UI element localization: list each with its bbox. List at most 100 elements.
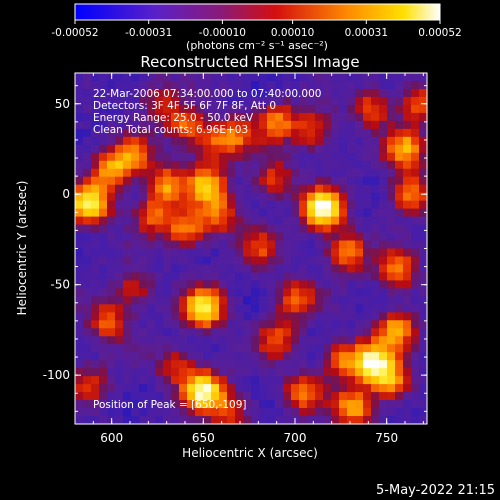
heatmap-cell [115, 360, 124, 369]
heatmap-cell [163, 352, 172, 361]
heatmap-cell [355, 368, 364, 377]
heatmap-cell [307, 368, 316, 377]
heatmap-cell [203, 312, 212, 321]
heatmap-cell [155, 233, 164, 242]
heatmap-cell [379, 296, 388, 305]
heatmap-cell [331, 368, 340, 377]
heatmap-cell [91, 336, 100, 345]
heatmap-cell [323, 89, 332, 98]
heatmap-cell [331, 272, 340, 281]
heatmap-cell [259, 376, 268, 385]
heatmap-cell [91, 193, 100, 202]
heatmap-cell [355, 81, 364, 90]
heatmap-cell [291, 169, 300, 178]
heatmap-cell [371, 392, 380, 401]
heatmap-cell [411, 320, 420, 329]
heatmap-cell [363, 376, 372, 385]
heatmap-cell [235, 368, 244, 377]
heatmap-cell [75, 201, 84, 210]
heatmap-cell [267, 296, 276, 305]
heatmap-cell [387, 169, 396, 178]
heatmap-cell [227, 272, 236, 281]
heatmap-cell [379, 225, 388, 234]
heatmap-cell [139, 137, 148, 146]
heatmap-cell [387, 217, 396, 226]
heatmap-cell [219, 312, 228, 321]
heatmap-cell [307, 312, 316, 321]
heatmap-cell [291, 264, 300, 273]
heatmap-cell [147, 233, 156, 242]
heatmap-cell [387, 225, 396, 234]
heatmap-cell [131, 185, 140, 194]
heatmap-cell [243, 272, 252, 281]
heatmap-cell [275, 272, 284, 281]
heatmap-cell [363, 288, 372, 297]
heatmap-cell [259, 233, 268, 242]
heatmap-cell [139, 169, 148, 178]
heatmap-cell [75, 400, 84, 409]
heatmap-cell [291, 201, 300, 210]
heatmap-cell [291, 225, 300, 234]
heatmap-cell [107, 225, 116, 234]
heatmap-cell [179, 272, 188, 281]
heatmap-cell [243, 416, 252, 425]
annotation-line: Detectors: 3F 4F 5F 6F 7F 8F, Att 0 [93, 100, 276, 112]
heatmap-cell [411, 392, 420, 401]
heatmap-cell [323, 241, 332, 250]
heatmap-cell [339, 121, 348, 130]
heatmap-cell [227, 304, 236, 313]
heatmap-cell [211, 312, 220, 321]
heatmap-cell [307, 193, 316, 202]
heatmap-cell [387, 400, 396, 409]
heatmap-cell [211, 328, 220, 337]
heatmap-cell [379, 384, 388, 393]
heatmap-cell [163, 312, 172, 321]
heatmap-cell [395, 185, 404, 194]
x-tick-label: 700 [284, 431, 307, 445]
heatmap-cell [411, 177, 420, 186]
heatmap-cell [251, 384, 260, 393]
heatmap-cell [347, 328, 356, 337]
heatmap-cell [403, 288, 412, 297]
heatmap-cell [419, 320, 428, 329]
heatmap-cell [171, 296, 180, 305]
heatmap-cell [211, 225, 220, 234]
heatmap-cell [171, 241, 180, 250]
heatmap-cell [371, 368, 380, 377]
heatmap-cell [387, 296, 396, 305]
heatmap-cell [315, 225, 324, 234]
heatmap-cell [331, 233, 340, 242]
heatmap-cell [115, 320, 124, 329]
heatmap-cell [379, 328, 388, 337]
heatmap-cell [411, 360, 420, 369]
heatmap-cell [139, 241, 148, 250]
heatmap-cell [83, 344, 92, 353]
heatmap-cell [83, 81, 92, 90]
heatmap-cell [259, 416, 268, 425]
heatmap-cell [259, 400, 268, 409]
heatmap-cell [203, 209, 212, 218]
heatmap-cell [371, 264, 380, 273]
heatmap-cell [379, 113, 388, 122]
heatmap-cell [339, 264, 348, 273]
heatmap-cell [387, 384, 396, 393]
heatmap-cell [83, 304, 92, 313]
heatmap-cell [283, 233, 292, 242]
heatmap-cell [355, 360, 364, 369]
heatmap-cell [171, 177, 180, 186]
heatmap-cell [363, 193, 372, 202]
heatmap-cell [219, 344, 228, 353]
heatmap-cell [83, 193, 92, 202]
heatmap-cell [251, 169, 260, 178]
heatmap-cell [251, 288, 260, 297]
heatmap-cell [179, 344, 188, 353]
heatmap-cell [371, 328, 380, 337]
heatmap-cell [179, 161, 188, 170]
heatmap-cell [307, 320, 316, 329]
heatmap-cell [299, 217, 308, 226]
heatmap-cell [219, 249, 228, 258]
heatmap-cell [419, 89, 428, 98]
heatmap-cell [379, 89, 388, 98]
heatmap-cell [379, 400, 388, 409]
heatmap-cell [315, 352, 324, 361]
